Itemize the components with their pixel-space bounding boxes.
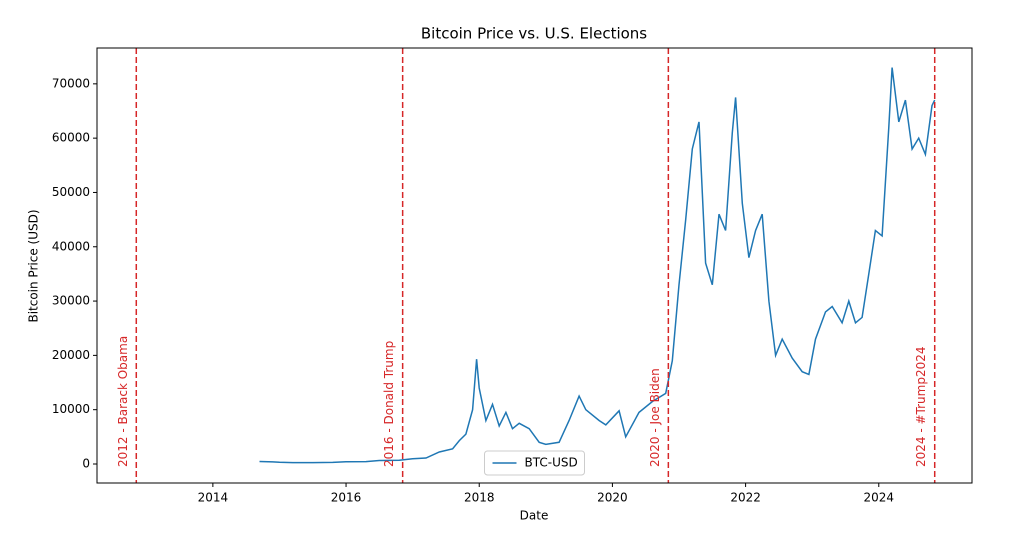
x-tick-label: 2018 <box>464 491 495 505</box>
x-tick-label: 2022 <box>730 491 761 505</box>
election-label: 2024 - #Trump2024 <box>914 346 928 467</box>
legend-box <box>484 450 585 476</box>
plot-frame <box>96 47 973 484</box>
y-tick-label: 60000 <box>52 131 90 145</box>
x-tick-label: 2024 <box>863 491 894 505</box>
x-axis-label: Date <box>520 509 549 523</box>
y-tick-label: 10000 <box>52 402 90 416</box>
election-label: 2012 - Barack Obama <box>116 336 130 467</box>
y-tick-label: 20000 <box>52 348 90 362</box>
y-tick-label: 30000 <box>52 294 90 308</box>
y-tick-label: 70000 <box>52 76 90 90</box>
x-tick-label: 2016 <box>331 491 362 505</box>
y-axis-label: Bitcoin Price (USD) <box>27 209 41 322</box>
election-label: 2020 - Joe Biden <box>648 368 662 467</box>
y-tick-label: 40000 <box>52 239 90 253</box>
y-tick-label: 0 <box>82 456 90 470</box>
legend-label: BTC-USD <box>525 456 578 470</box>
x-tick-label: 2020 <box>597 491 628 505</box>
election-label: 2016 - Donald Trump <box>382 341 396 467</box>
price-line <box>259 67 936 464</box>
chart-title: Bitcoin Price vs. U.S. Elections <box>421 25 647 43</box>
x-tick-label: 2014 <box>198 491 229 505</box>
y-tick-label: 50000 <box>52 185 90 199</box>
